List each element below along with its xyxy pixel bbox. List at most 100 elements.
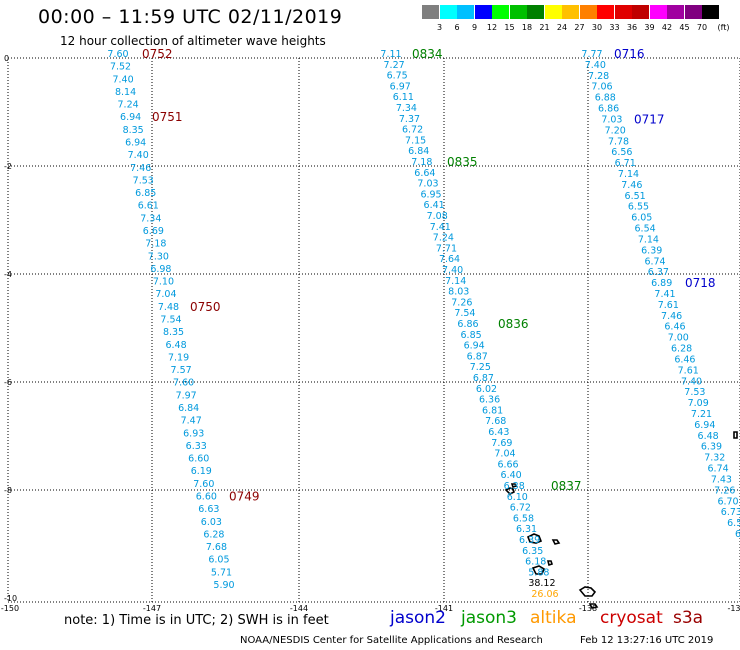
page-subtitle: 12 hour collection of altimeter wave hei… bbox=[60, 34, 326, 48]
swh-value: 8.35 bbox=[163, 327, 184, 338]
swh-value: 6.86 bbox=[457, 319, 478, 330]
legend-swatch bbox=[492, 5, 509, 19]
swh-value: 6.94 bbox=[694, 420, 715, 431]
swh-value: 6.60 bbox=[196, 492, 217, 503]
swh-value: 26.06 bbox=[531, 589, 558, 600]
swh-value: 7.19 bbox=[168, 352, 189, 363]
pass-time-label: 0834 bbox=[412, 47, 443, 61]
swh-value: 7.61 bbox=[658, 300, 679, 311]
pass-time-label: 0752 bbox=[142, 47, 173, 61]
swh-value: 6.66 bbox=[497, 459, 518, 470]
swh-value: 6.86 bbox=[598, 104, 619, 115]
swh-value: 6.73 bbox=[721, 507, 740, 518]
lat-tick-label: 0 bbox=[4, 54, 9, 63]
swh-value: 7.40 bbox=[112, 74, 133, 85]
swh-value: 7.64 bbox=[439, 254, 460, 265]
legend-swatch bbox=[667, 5, 684, 19]
swh-value: 6.94 bbox=[120, 112, 141, 123]
legend-label: 12 bbox=[486, 23, 498, 32]
lon-tick-label: -147 bbox=[143, 604, 161, 613]
swh-value: 6.72 bbox=[510, 503, 531, 514]
swh-value: 6.71 bbox=[615, 158, 636, 169]
lat-tick-label: -6 bbox=[4, 378, 12, 387]
swh-value: 6.81 bbox=[482, 405, 503, 416]
pass-time-label: 0749 bbox=[229, 490, 260, 504]
lon-tick-label: -13 bbox=[727, 604, 740, 613]
island-outline bbox=[510, 483, 518, 489]
legend-label: 9 bbox=[471, 23, 478, 32]
legend-label: 33 bbox=[609, 23, 620, 32]
legend-label: 30 bbox=[591, 23, 603, 32]
pass-time-label: 0751 bbox=[152, 110, 183, 124]
swh-value: 7.61 bbox=[678, 365, 699, 376]
units-note: note: 1) Time is in UTC; 2) SWH is in fe… bbox=[64, 613, 329, 628]
swh-value: 6.98 bbox=[150, 264, 171, 275]
swh-value: 38.12 bbox=[528, 578, 555, 589]
swh-value: 7.60 bbox=[107, 49, 128, 60]
swh-value: 7.69 bbox=[491, 438, 512, 449]
swh-value: 6.87 bbox=[467, 351, 488, 362]
swh-value: 7.34 bbox=[140, 213, 161, 224]
swh-value: 6.5 bbox=[727, 518, 740, 529]
track-jason3: 7.117.276.756.976.117.347.376.727.156.84… bbox=[380, 47, 581, 600]
satellite-label-cryosat: cryosat bbox=[600, 608, 663, 628]
swh-value: 7.43 bbox=[711, 474, 732, 485]
legend-swatch bbox=[474, 5, 492, 19]
swh-value: 6.54 bbox=[635, 224, 656, 235]
swh-value: 7.40 bbox=[128, 150, 149, 161]
legend-label: 27 bbox=[574, 23, 585, 32]
legend-swatch bbox=[632, 5, 649, 19]
swh-value: 6.74 bbox=[708, 464, 729, 475]
swh-value: 7.71 bbox=[436, 243, 457, 254]
legend-swatch bbox=[684, 5, 702, 19]
swh-value: 6.87 bbox=[473, 373, 494, 384]
satellite-label-altika: altika bbox=[530, 608, 577, 628]
pass-time-label: 0835 bbox=[447, 155, 478, 169]
pass-time-label: 0836 bbox=[498, 317, 529, 331]
swh-value: 7.04 bbox=[155, 289, 176, 300]
legend-label: 15 bbox=[504, 23, 515, 32]
legend-label: 39 bbox=[644, 23, 655, 32]
swh-value: 6.31 bbox=[516, 524, 537, 535]
satellite-label-jason2: jason2 bbox=[390, 608, 446, 628]
swh-value: 7.54 bbox=[454, 308, 475, 319]
swh-value: 7.08 bbox=[427, 211, 448, 222]
pass-time-label: 0750 bbox=[190, 300, 221, 314]
swh-value: 6.84 bbox=[178, 403, 199, 414]
lat-tick-label: -10 bbox=[4, 594, 17, 603]
map-frame bbox=[7, 57, 740, 603]
swh-value: 7.24 bbox=[433, 233, 454, 244]
swh-value: 7.53 bbox=[684, 387, 705, 398]
swh-value: 6.94 bbox=[125, 138, 146, 149]
swh-value: 7.18 bbox=[411, 157, 432, 168]
pass-time-label: 0718 bbox=[685, 276, 716, 290]
axis-labels: 0 -2 -4 -6 -8 -10-150 -147 -144 -141 -138 -13 bbox=[1, 54, 740, 613]
swh-value: 7.14 bbox=[638, 234, 659, 245]
swh-value: 7.97 bbox=[176, 390, 197, 401]
island-outline bbox=[531, 565, 545, 575]
swh-value: 7.27 bbox=[384, 60, 405, 71]
swh-value: 7.03 bbox=[417, 179, 438, 190]
swh-value: 6.19 bbox=[191, 466, 212, 477]
swh-value: 7.52 bbox=[110, 62, 131, 73]
swh-value: 6.51 bbox=[625, 191, 646, 202]
swh-value: 5.90 bbox=[213, 580, 234, 591]
swh-value: 7.34 bbox=[396, 103, 417, 114]
satellite-label-jason3: jason3 bbox=[461, 608, 517, 628]
legend-label: 24 bbox=[556, 23, 568, 32]
swh-value: 7.14 bbox=[445, 276, 466, 287]
swh-value: 6.60 bbox=[188, 454, 209, 465]
swh-value: 6.72 bbox=[402, 125, 423, 136]
swh-value: 6.93 bbox=[183, 428, 204, 439]
swh-value: 6.33 bbox=[186, 441, 207, 452]
swh-value: 6.61 bbox=[138, 201, 159, 212]
swh-value: 6.64 bbox=[414, 168, 435, 179]
lon-tick-label: -138 bbox=[579, 604, 597, 613]
swh-value: 7.54 bbox=[160, 315, 181, 326]
track-jason2: 7.777.407.287.066.886.867.037.207.786.56… bbox=[581, 47, 740, 540]
swh-value: 7.32 bbox=[704, 453, 725, 464]
page-title: 00:00 – 11:59 UTC 02/11/2019 bbox=[38, 6, 343, 28]
swh-value: 7.26 bbox=[714, 485, 735, 496]
swh-value: 6.70 bbox=[717, 496, 738, 507]
